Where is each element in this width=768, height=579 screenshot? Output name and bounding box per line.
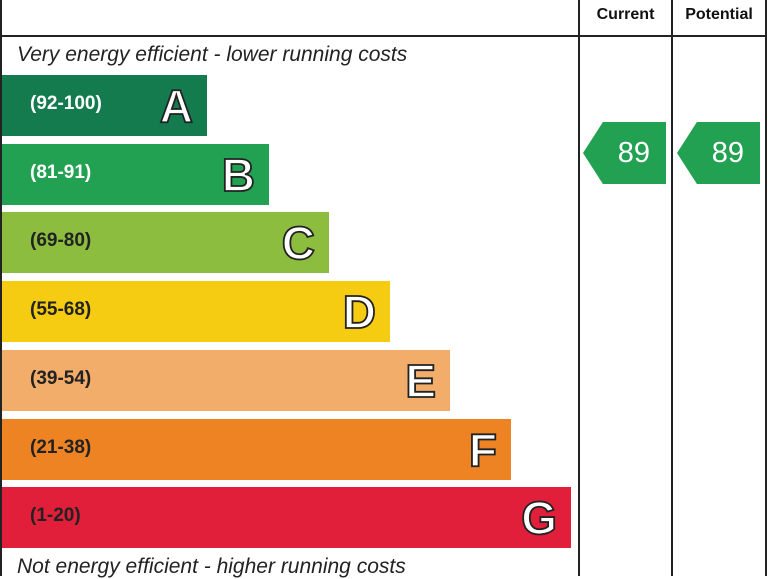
frame-divider-current	[578, 0, 580, 576]
top-caption: Very energy efficient - lower running co…	[17, 43, 408, 66]
band-letter: G	[520, 491, 558, 545]
band-letter: B	[221, 148, 256, 202]
band-e: (39-54) E	[2, 349, 450, 411]
band-letter: A	[159, 79, 194, 133]
band-range: (69-80)	[30, 230, 92, 252]
current-rating-value: 89	[617, 136, 650, 169]
band-f: (21-38) F	[2, 418, 511, 480]
band-b: (81-91) B	[2, 143, 269, 205]
band-letter: D	[342, 285, 377, 339]
current-rating-arrow: 89	[583, 122, 666, 184]
band-d: (55-68) D	[2, 281, 390, 343]
frame-left	[0, 0, 2, 576]
band-range: (1-20)	[30, 505, 81, 527]
header-potential: Potential	[685, 6, 753, 23]
band-g: (1-20) G	[2, 487, 571, 549]
band-range: (92-100)	[30, 93, 102, 114]
band-a: (92-100) A	[2, 75, 207, 136]
band-letter: E	[404, 354, 436, 408]
band-range: (55-68)	[30, 299, 92, 321]
potential-rating-value: 89	[711, 136, 744, 169]
band-range: (39-54)	[30, 367, 92, 389]
band-letter: C	[281, 216, 316, 270]
frame-right	[765, 0, 767, 576]
header-current: Current	[596, 6, 655, 23]
band-c: (69-80) C	[2, 212, 329, 274]
potential-rating-arrow: 89	[677, 122, 760, 184]
header-rule	[0, 35, 767, 37]
band-letter: F	[468, 423, 498, 477]
bottom-caption: Not energy efficient - higher running co…	[17, 555, 406, 578]
band-range: (81-91)	[30, 161, 92, 183]
frame-divider-potential	[671, 0, 673, 576]
band-range: (21-38)	[30, 436, 92, 458]
